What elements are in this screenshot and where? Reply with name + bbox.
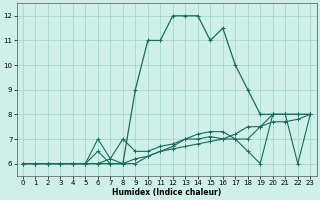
X-axis label: Humidex (Indice chaleur): Humidex (Indice chaleur) — [112, 188, 221, 197]
